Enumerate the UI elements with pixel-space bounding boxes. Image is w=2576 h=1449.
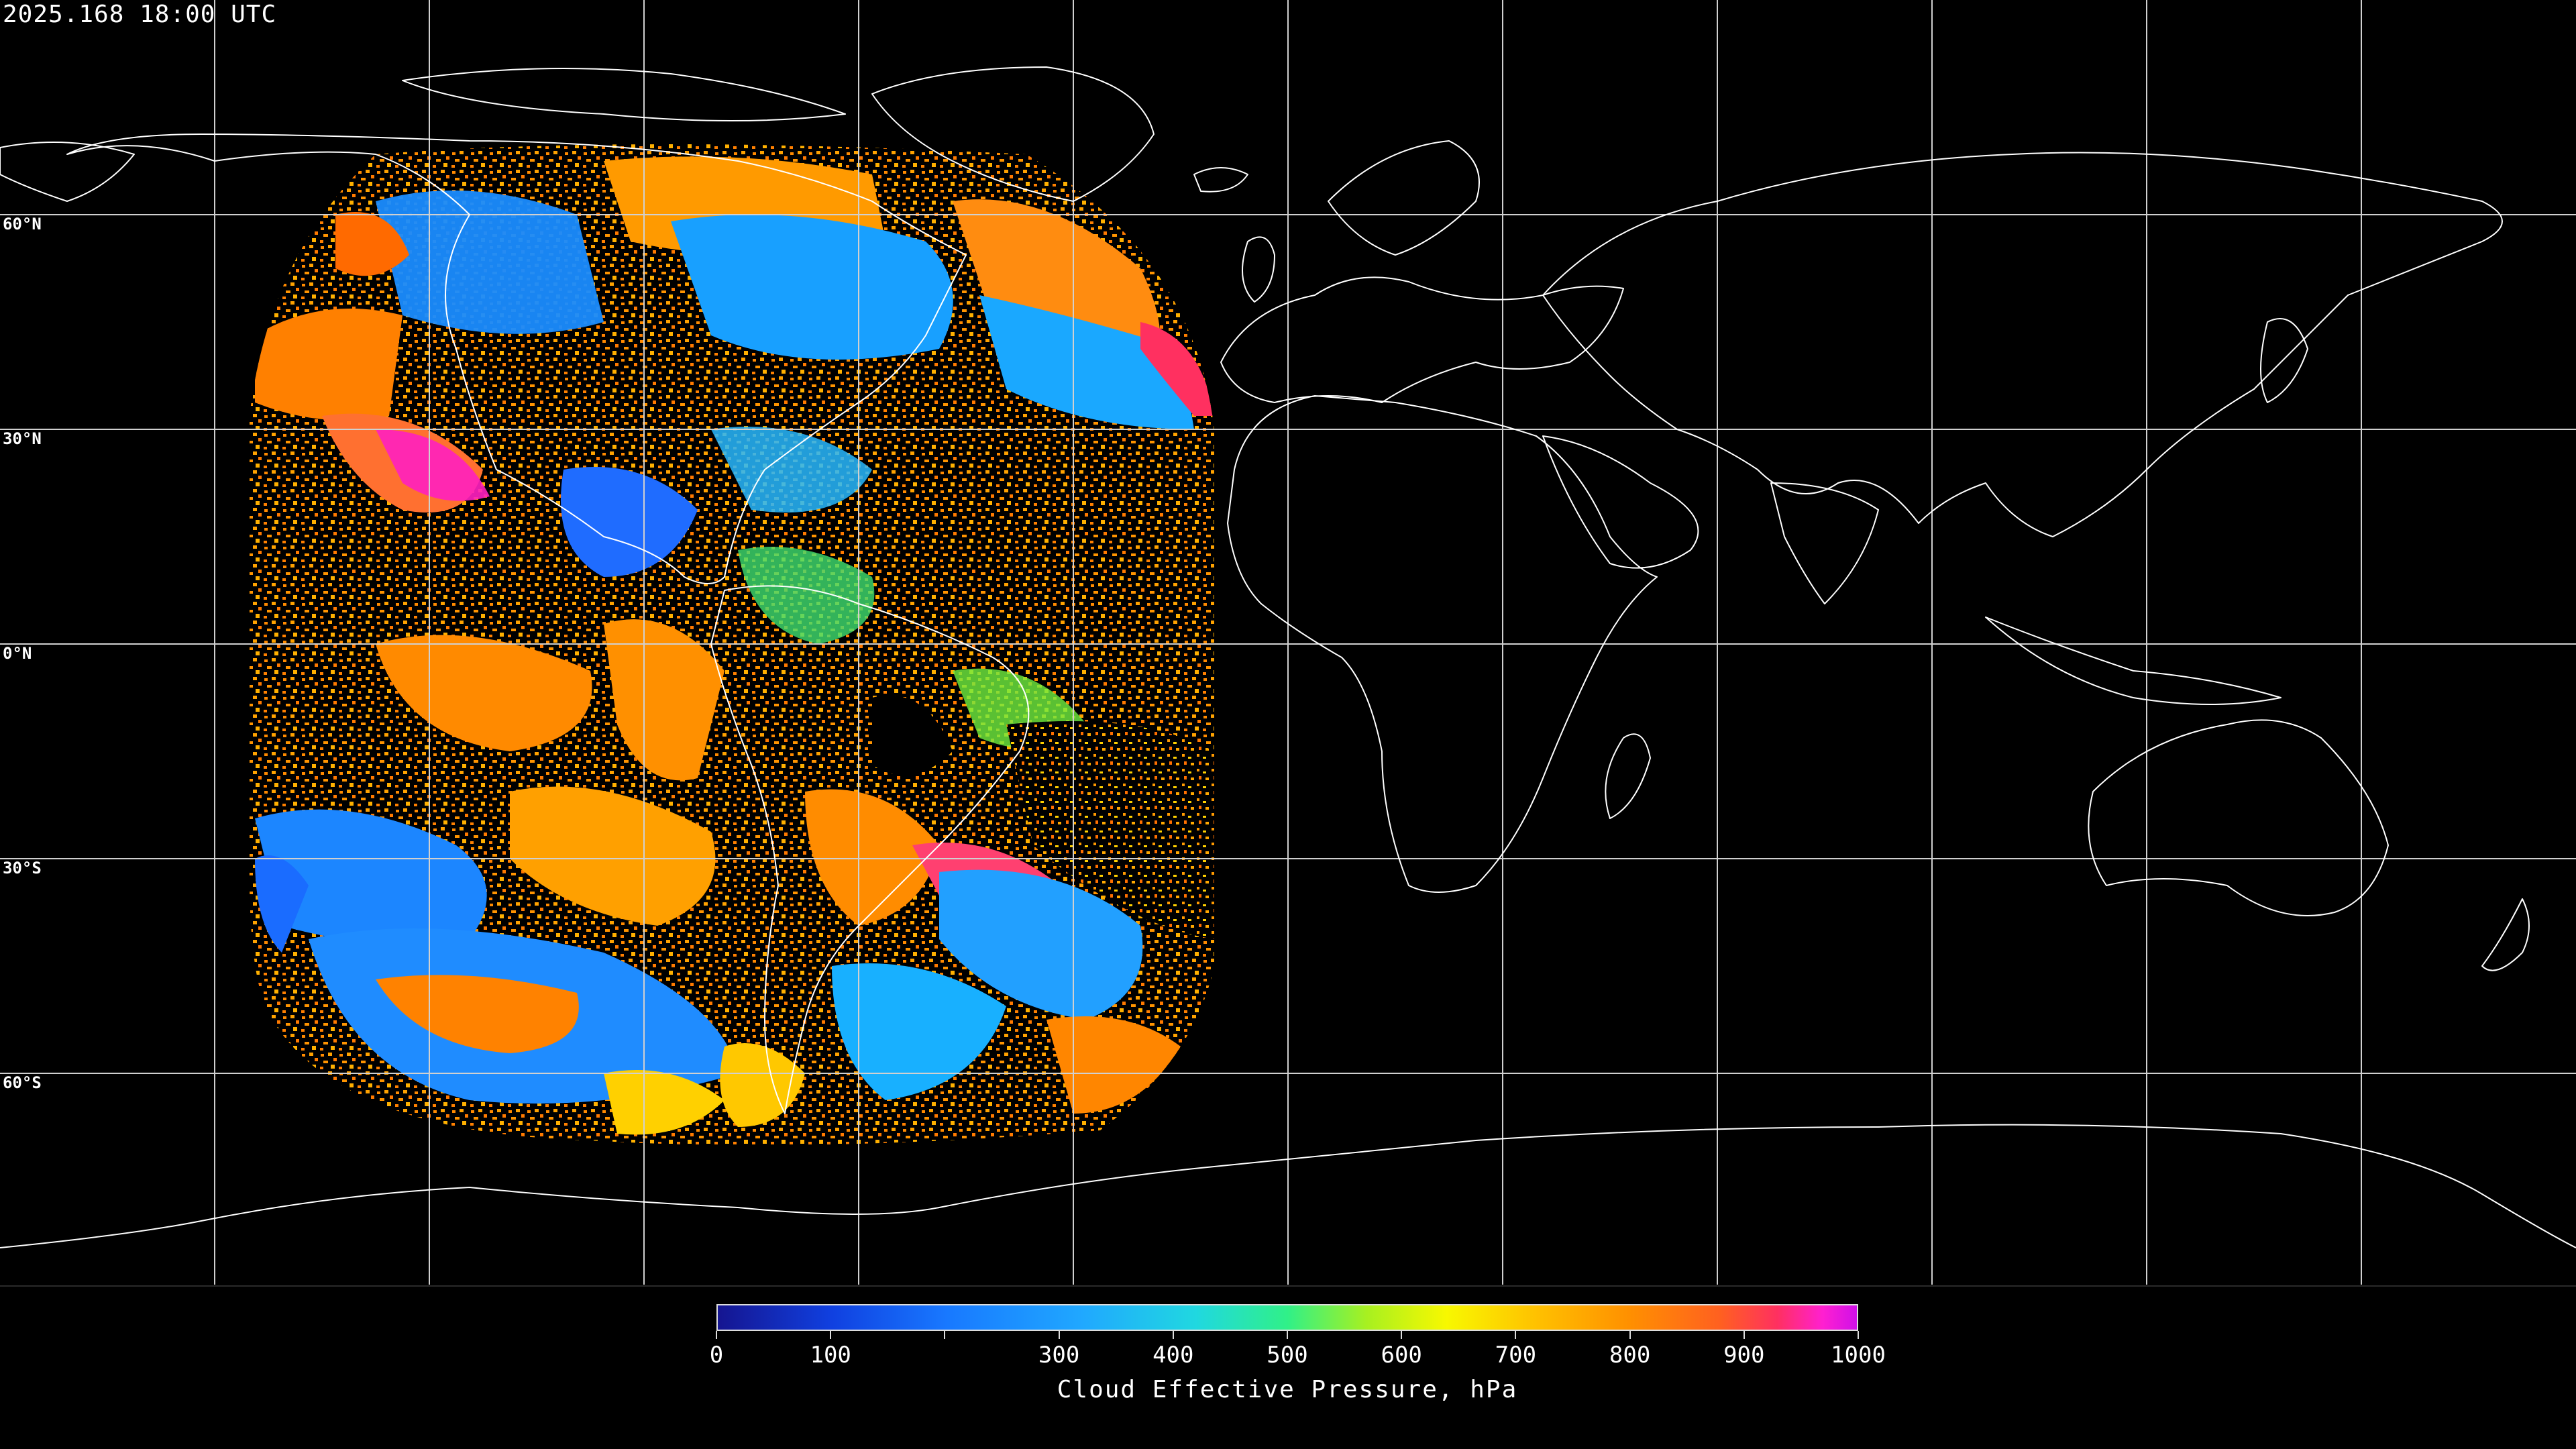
colorbar-tick <box>1287 1331 1288 1339</box>
lat-label-60s: 60°S <box>3 1073 42 1092</box>
colorbar-tick-label: 600 <box>1381 1342 1422 1368</box>
lat-label-30n: 30°N <box>3 429 42 448</box>
lat-label-30s: 30°S <box>3 859 42 877</box>
madagascar-outline <box>1605 733 1651 819</box>
colorbar-tick-label: 0 <box>709 1342 724 1368</box>
scandinavia-outline <box>1328 140 1480 256</box>
indonesia-outline <box>1985 616 2282 705</box>
colorbar-title: Cloud Effective Pressure, hPa <box>1057 1376 1518 1403</box>
africa-outline <box>1227 395 1658 893</box>
asia-outline <box>1542 152 2503 537</box>
colorbar-tick <box>944 1331 946 1339</box>
colorbar-tick-label: 900 <box>1723 1342 1765 1368</box>
colorbar-tick-label: 700 <box>1495 1342 1537 1368</box>
uk-outline <box>1242 236 1275 303</box>
coastlines <box>0 66 2576 1248</box>
cloud-data-disk <box>249 144 1214 1146</box>
colorbar-tick-label: 800 <box>1609 1342 1651 1368</box>
world-map <box>0 0 2576 1285</box>
lat-label-60n: 60°N <box>3 215 42 233</box>
iceland-outline <box>1193 167 1248 193</box>
australia-outline <box>2088 719 2389 916</box>
colorbar-tick <box>1058 1331 1060 1339</box>
colorbar <box>716 1304 1858 1331</box>
north-america-outline <box>66 133 967 584</box>
colorbar-ticks <box>716 1331 1859 1340</box>
colorbar-tick-label: 1000 <box>1831 1342 1886 1368</box>
colorbar-tick <box>1629 1331 1631 1339</box>
colorbar-tick <box>1743 1331 1745 1339</box>
greenland-outline <box>871 66 1155 202</box>
japan-outline <box>2260 318 2308 403</box>
antarctica-outline <box>0 1124 2576 1248</box>
colorbar-tick <box>716 1331 717 1339</box>
arctic-islands <box>402 68 846 121</box>
graticule <box>0 0 2576 1285</box>
colorbar-tick-label: 300 <box>1038 1342 1080 1368</box>
south-america-outline <box>710 585 1030 1114</box>
europe-outline <box>1220 276 1624 403</box>
new-zealand-outline <box>2481 898 2530 971</box>
india-outline <box>1770 482 1879 604</box>
colorbar-tick <box>1401 1331 1403 1339</box>
colorbar-tick <box>830 1331 832 1339</box>
colorbar-tick <box>1172 1331 1174 1339</box>
lat-label-0n: 0°N <box>3 644 32 663</box>
colorbar-tick <box>1515 1331 1517 1339</box>
arabia-outline <box>1542 435 1699 569</box>
timestamp-label: 2025.168 18:00 UTC <box>3 1 277 28</box>
colorbar-tick <box>1858 1331 1859 1339</box>
colorbar-tick-label: 400 <box>1152 1342 1194 1368</box>
colorbar-tick-label: 500 <box>1267 1342 1308 1368</box>
alaska-outline <box>0 142 135 202</box>
colorbar-tick-label: 100 <box>810 1342 851 1368</box>
